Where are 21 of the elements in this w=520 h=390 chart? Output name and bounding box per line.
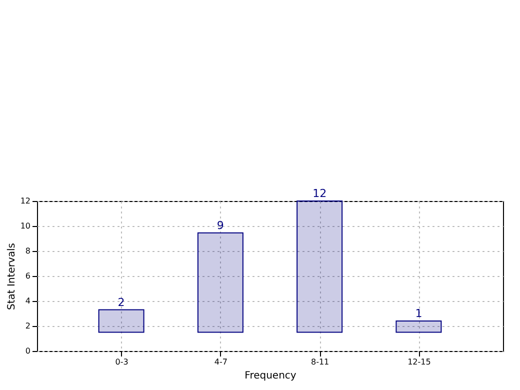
data-label: 12 <box>312 187 327 200</box>
data-label: 2 <box>118 296 125 309</box>
y-tick-label: 0 <box>25 346 30 356</box>
bar <box>197 232 244 333</box>
bar <box>396 320 442 333</box>
y-tick-label: 12 <box>20 196 30 206</box>
x-tick-label: 8-11 <box>310 358 330 366</box>
y-tick-label: 2 <box>25 322 30 330</box>
y-tick-label: 6 <box>25 272 30 280</box>
x-tick-label: 4-7 <box>214 358 228 366</box>
data-label: 9 <box>216 218 224 232</box>
bar <box>296 200 343 333</box>
y-axis-title: Stat Intervals <box>6 242 18 310</box>
y-tick-label: 4 <box>25 296 30 306</box>
bar <box>98 309 144 333</box>
x-tick-label: 0-3 <box>115 358 128 366</box>
y-tick-label: 10 <box>20 222 30 230</box>
y-tick-label: 8 <box>25 246 30 256</box>
x-axis-title: Frequency <box>244 370 296 382</box>
data-label: 1 <box>415 307 422 320</box>
x-tick-label: 12-15 <box>408 358 431 366</box>
